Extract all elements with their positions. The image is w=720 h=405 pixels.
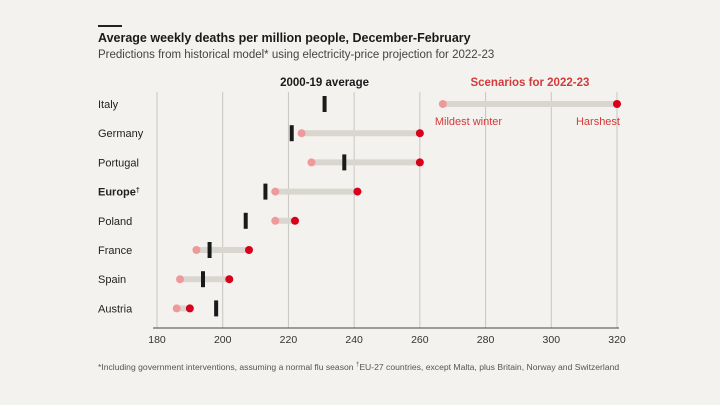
footnote-text-1: *Including government interventions, ass… [98, 362, 356, 372]
mildest-dot-portugal [307, 158, 316, 167]
title-accent-rule [98, 25, 122, 27]
x-tick-label-280: 280 [477, 334, 495, 346]
average-marker-poland [243, 212, 248, 229]
x-tick-label-320: 320 [608, 334, 626, 346]
mildest-dot-germany [297, 129, 306, 138]
harshest-dot-europe [353, 187, 362, 196]
x-tick-label-300: 300 [543, 334, 561, 346]
harshest-dot-portugal [415, 158, 424, 167]
average-marker-france [207, 242, 212, 258]
row-label-sup-europe: † [136, 187, 140, 194]
harshest-dot-austria [185, 304, 194, 313]
legend-scenarios-label: Scenarios for 2022-23 [470, 77, 589, 89]
row-label-spain: Spain [98, 274, 126, 286]
footnote: *Including government interventions, ass… [98, 362, 619, 372]
x-tick-label-180: 180 [148, 334, 166, 346]
legend-average-label: 2000-19 average [280, 77, 369, 89]
row-label-poland: Poland [98, 216, 132, 228]
mildest-dot-italy [438, 100, 447, 108]
footnote-text-2: EU-27 countries, except Malta, plus Brit… [359, 362, 620, 372]
average-marker-italy [322, 96, 327, 112]
x-tick-label-240: 240 [345, 334, 363, 346]
mildest-dot-spain [176, 275, 184, 284]
chart-title: Average weekly deaths per million people… [98, 31, 471, 45]
harshest-dot-italy [613, 100, 621, 108]
average-marker-germany [289, 125, 294, 142]
footnote-dagger: † [355, 362, 360, 369]
harshest-dot-spain [225, 275, 234, 284]
harshest-dot-poland [291, 216, 299, 225]
row-label-germany: Germany [98, 128, 144, 140]
row-label-italy: Italy [98, 99, 119, 111]
average-marker-austria [214, 300, 219, 317]
average-marker-spain [201, 271, 205, 288]
row-label-europe: Europe† [98, 187, 140, 199]
mildest-dot-austria [172, 304, 181, 313]
mildest-dot-europe [271, 187, 280, 196]
row-label-portugal: Portugal [98, 157, 139, 169]
average-marker-europe [263, 183, 268, 200]
row-label-france: France [98, 245, 132, 257]
x-tick-label-200: 200 [214, 334, 232, 346]
mildest-dot-france [192, 246, 201, 254]
chart-subtitle: Predictions from historical model* using… [98, 49, 495, 61]
harshest-dot-germany [415, 129, 424, 138]
harshest-dot-france [245, 246, 253, 254]
mildest-dot-poland [271, 216, 280, 225]
x-tick-label-220: 220 [280, 334, 298, 346]
legend-mildest-label: Mildest winter [435, 116, 503, 128]
legend-harshest-label: Harshest [576, 116, 620, 128]
average-marker-portugal [342, 154, 347, 171]
x-tick-label-260: 260 [411, 334, 429, 346]
row-label-austria: Austria [98, 303, 133, 315]
